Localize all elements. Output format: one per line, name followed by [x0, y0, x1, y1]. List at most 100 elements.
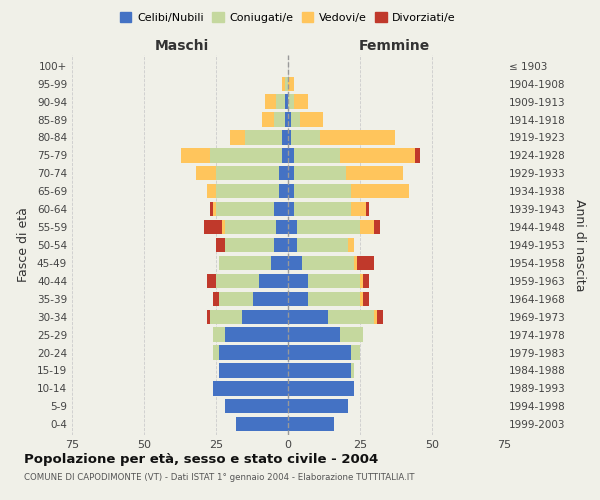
Bar — [216, 166, 280, 180]
Bar — [294, 148, 340, 162]
Bar — [210, 310, 242, 324]
Bar — [282, 76, 285, 91]
Bar — [210, 202, 213, 216]
Bar — [296, 238, 349, 252]
Bar — [245, 130, 282, 144]
Bar — [253, 292, 288, 306]
Bar — [222, 220, 224, 234]
Bar — [181, 148, 210, 162]
Bar — [288, 76, 294, 91]
Bar — [282, 130, 288, 144]
Bar — [357, 256, 374, 270]
Bar — [288, 417, 334, 432]
Bar — [216, 184, 280, 198]
Bar — [354, 256, 357, 270]
Bar — [320, 130, 395, 144]
Bar — [274, 112, 285, 126]
Bar — [352, 364, 354, 378]
Bar — [288, 94, 294, 109]
Text: Maschi: Maschi — [154, 39, 209, 53]
Bar — [288, 364, 352, 378]
Bar — [213, 202, 216, 216]
Bar — [205, 220, 222, 234]
Bar — [224, 328, 288, 342]
Bar — [280, 166, 288, 180]
Text: Popolazione per età, sesso e stato civile - 2004: Popolazione per età, sesso e stato civil… — [24, 452, 378, 466]
Bar — [288, 202, 294, 216]
Bar — [340, 328, 363, 342]
Bar — [308, 274, 360, 288]
Bar — [216, 202, 274, 216]
Bar — [216, 238, 224, 252]
Bar — [415, 148, 421, 162]
Bar — [277, 94, 285, 109]
Bar — [288, 112, 291, 126]
Bar — [288, 346, 352, 360]
Text: Femmine: Femmine — [359, 39, 430, 53]
Bar — [219, 364, 288, 378]
Bar — [360, 292, 363, 306]
Bar — [213, 381, 288, 396]
Bar — [294, 202, 352, 216]
Bar — [271, 256, 288, 270]
Bar — [282, 148, 288, 162]
Bar — [196, 166, 216, 180]
Bar — [288, 381, 354, 396]
Bar — [308, 292, 360, 306]
Bar — [277, 220, 288, 234]
Bar — [265, 94, 277, 109]
Bar — [288, 238, 296, 252]
Y-axis label: Fasce di età: Fasce di età — [17, 208, 30, 282]
Bar — [288, 399, 349, 413]
Bar — [208, 310, 210, 324]
Bar — [224, 399, 288, 413]
Bar — [288, 184, 294, 198]
Bar — [328, 310, 374, 324]
Bar — [360, 220, 374, 234]
Bar — [352, 202, 366, 216]
Bar — [213, 292, 219, 306]
Bar — [288, 274, 308, 288]
Bar — [288, 166, 294, 180]
Bar — [294, 166, 346, 180]
Bar — [285, 112, 288, 126]
Bar — [294, 94, 308, 109]
Bar — [274, 238, 288, 252]
Bar — [288, 310, 328, 324]
Bar — [360, 274, 363, 288]
Bar — [259, 274, 288, 288]
Bar — [352, 346, 360, 360]
Bar — [242, 310, 288, 324]
Bar — [219, 256, 271, 270]
Bar — [210, 148, 282, 162]
Bar — [216, 274, 259, 288]
Text: COMUNE DI CAPODIMONTE (VT) - Dati ISTAT 1° gennaio 2004 - Elaborazione TUTTITALI: COMUNE DI CAPODIMONTE (VT) - Dati ISTAT … — [24, 472, 415, 482]
Y-axis label: Anni di nascita: Anni di nascita — [572, 198, 586, 291]
Bar — [274, 202, 288, 216]
Bar — [374, 310, 377, 324]
Bar — [280, 184, 288, 198]
Bar — [230, 130, 245, 144]
Bar — [302, 256, 354, 270]
Bar — [366, 202, 368, 216]
Bar — [213, 328, 224, 342]
Bar — [363, 274, 368, 288]
Bar — [208, 184, 216, 198]
Bar — [224, 220, 277, 234]
Bar — [288, 256, 302, 270]
Bar — [346, 166, 403, 180]
Bar — [374, 220, 380, 234]
Bar — [219, 346, 288, 360]
Bar — [288, 130, 291, 144]
Bar — [296, 220, 360, 234]
Bar — [236, 417, 288, 432]
Bar — [288, 148, 294, 162]
Bar — [288, 328, 340, 342]
Bar — [352, 184, 409, 198]
Bar — [299, 112, 323, 126]
Bar — [349, 238, 354, 252]
Bar — [291, 130, 320, 144]
Bar — [208, 274, 216, 288]
Bar — [262, 112, 274, 126]
Bar — [285, 76, 288, 91]
